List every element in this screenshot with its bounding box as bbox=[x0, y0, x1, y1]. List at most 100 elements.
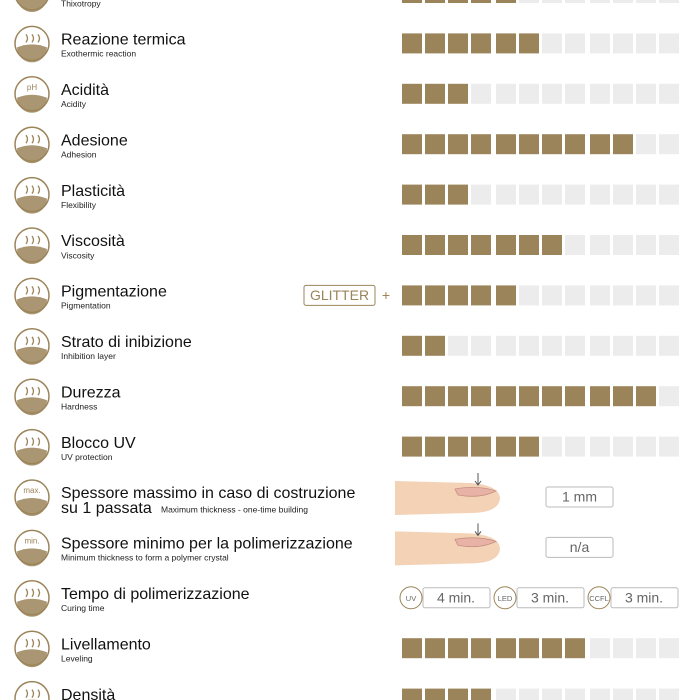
row-subtitle: Adhesion bbox=[61, 149, 97, 159]
rating-square bbox=[425, 184, 445, 205]
icon-glyph bbox=[25, 185, 41, 194]
rating-square bbox=[636, 134, 656, 155]
rating bbox=[402, 688, 679, 700]
rating-square bbox=[519, 386, 539, 407]
row-title: Pigmentazione bbox=[61, 284, 167, 301]
rating-square bbox=[425, 688, 445, 700]
rating-square bbox=[496, 335, 516, 356]
rating-square bbox=[636, 33, 656, 54]
rating-square bbox=[471, 184, 491, 205]
rating-square bbox=[471, 335, 491, 356]
row-subtitle: Thixotropy bbox=[61, 0, 101, 8]
rating-square bbox=[636, 688, 656, 700]
rating bbox=[402, 0, 679, 3]
rating bbox=[402, 184, 679, 205]
rating-square bbox=[496, 688, 516, 700]
rating-square bbox=[425, 134, 445, 155]
rating-square bbox=[542, 235, 562, 255]
rating-square bbox=[402, 285, 422, 306]
rating-square bbox=[448, 83, 468, 104]
rating-square bbox=[425, 285, 445, 306]
row-subtitle: Curing time bbox=[61, 603, 105, 613]
arrow bbox=[474, 473, 482, 486]
rating-square bbox=[471, 235, 491, 255]
property-row: TissotropiaThixotropy bbox=[15, 0, 679, 12]
lamp: CCFL bbox=[589, 594, 609, 603]
row-title: Reazione termica bbox=[61, 32, 186, 49]
lamp: LED bbox=[498, 594, 513, 603]
row-title: Blocco UV bbox=[61, 435, 136, 452]
rating-square bbox=[402, 335, 422, 356]
rating-square bbox=[448, 0, 468, 3]
rating-square bbox=[471, 386, 491, 407]
rating-square bbox=[425, 235, 445, 255]
rating-square bbox=[565, 184, 585, 205]
rating-square bbox=[659, 386, 679, 407]
rating-square bbox=[471, 33, 491, 54]
rating bbox=[402, 386, 679, 407]
row-subtitle: Leveling bbox=[61, 653, 93, 663]
rating-square bbox=[590, 335, 610, 356]
rating bbox=[402, 436, 679, 457]
rating-square bbox=[448, 638, 468, 659]
rating-square bbox=[402, 386, 422, 407]
rating-square bbox=[448, 134, 468, 155]
rating-square bbox=[519, 285, 539, 306]
rating-square bbox=[471, 436, 491, 457]
rating-square bbox=[590, 83, 610, 104]
icon-ring bbox=[14, 680, 50, 700]
curing-time: 4 min. bbox=[437, 590, 475, 606]
icon-glyph bbox=[25, 689, 41, 698]
row-title: Durezza bbox=[61, 384, 121, 401]
rating-square bbox=[496, 436, 516, 457]
rating-square bbox=[402, 184, 422, 205]
value-box bbox=[545, 486, 614, 508]
lamp-badge bbox=[587, 586, 611, 610]
rating-square bbox=[542, 33, 562, 54]
row-subtitle: Inhibition layer bbox=[61, 351, 116, 361]
icon-fill bbox=[17, 44, 47, 63]
rating-square bbox=[565, 386, 585, 407]
rating-square bbox=[590, 235, 610, 255]
rating-square bbox=[496, 638, 516, 659]
row-subtitle: Exothermic reaction bbox=[61, 49, 136, 59]
rating-square bbox=[565, 83, 585, 104]
row-title: Adesione bbox=[61, 132, 128, 149]
rating-square bbox=[402, 134, 422, 155]
icon-fill bbox=[17, 598, 47, 617]
rating-square bbox=[471, 688, 491, 700]
rating-square bbox=[613, 83, 633, 104]
rating-square bbox=[636, 235, 656, 255]
rating-square bbox=[636, 638, 656, 659]
rating bbox=[402, 134, 679, 155]
row-subtitle: Flexibility bbox=[61, 200, 97, 210]
rating-square bbox=[565, 335, 585, 356]
row-subtitle: Hardness bbox=[61, 401, 97, 411]
rating-square bbox=[448, 335, 468, 356]
row-subtitle: UV protection bbox=[61, 452, 113, 462]
icon-fill bbox=[17, 145, 47, 164]
rating-square bbox=[565, 134, 585, 155]
rating-square bbox=[425, 83, 445, 104]
rating-square bbox=[519, 688, 539, 700]
rating-square bbox=[613, 436, 633, 457]
rating-square bbox=[613, 134, 633, 155]
row-title: Tempo di polimerizzazione bbox=[61, 586, 250, 603]
rating bbox=[402, 285, 679, 306]
rating-square bbox=[590, 33, 610, 54]
rating-square bbox=[471, 83, 491, 104]
rating-square bbox=[542, 134, 562, 155]
finger bbox=[395, 481, 500, 515]
icon-glyph bbox=[25, 336, 41, 346]
rating-square bbox=[448, 33, 468, 54]
rating-square bbox=[542, 335, 562, 356]
row-title: su 1 passata bbox=[61, 500, 152, 517]
icon-glyph bbox=[25, 386, 41, 396]
property-row: DensitàDensity bbox=[14, 680, 679, 700]
rating-square bbox=[542, 83, 562, 104]
rating-square bbox=[496, 134, 516, 155]
